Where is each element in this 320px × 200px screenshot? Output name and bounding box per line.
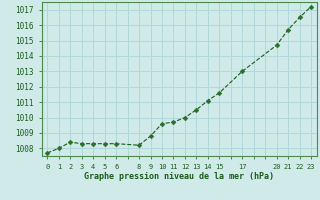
X-axis label: Graphe pression niveau de la mer (hPa): Graphe pression niveau de la mer (hPa): [84, 172, 274, 181]
